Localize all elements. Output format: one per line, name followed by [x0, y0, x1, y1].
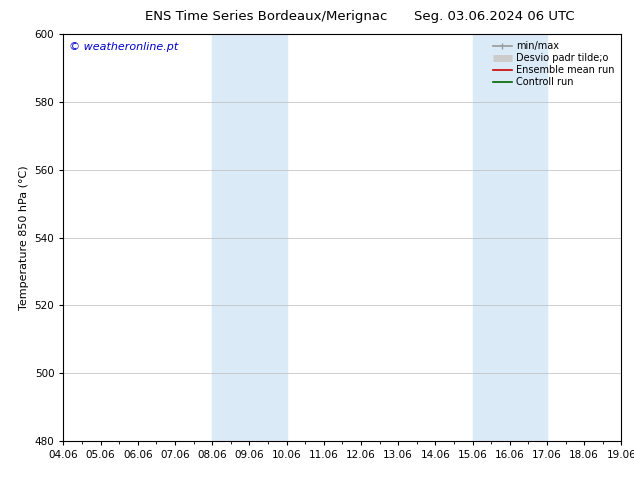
Text: Seg. 03.06.2024 06 UTC: Seg. 03.06.2024 06 UTC [414, 10, 575, 23]
Legend: min/max, Desvio padr tilde;o, Ensemble mean run, Controll run: min/max, Desvio padr tilde;o, Ensemble m… [491, 39, 616, 89]
Y-axis label: Temperature 850 hPa (°C): Temperature 850 hPa (°C) [19, 165, 29, 310]
Text: © weatheronline.pt: © weatheronline.pt [69, 43, 178, 52]
Bar [212, 34, 287, 441]
Bar [472, 34, 547, 441]
Text: ENS Time Series Bordeaux/Merignac: ENS Time Series Bordeaux/Merignac [145, 10, 387, 23]
